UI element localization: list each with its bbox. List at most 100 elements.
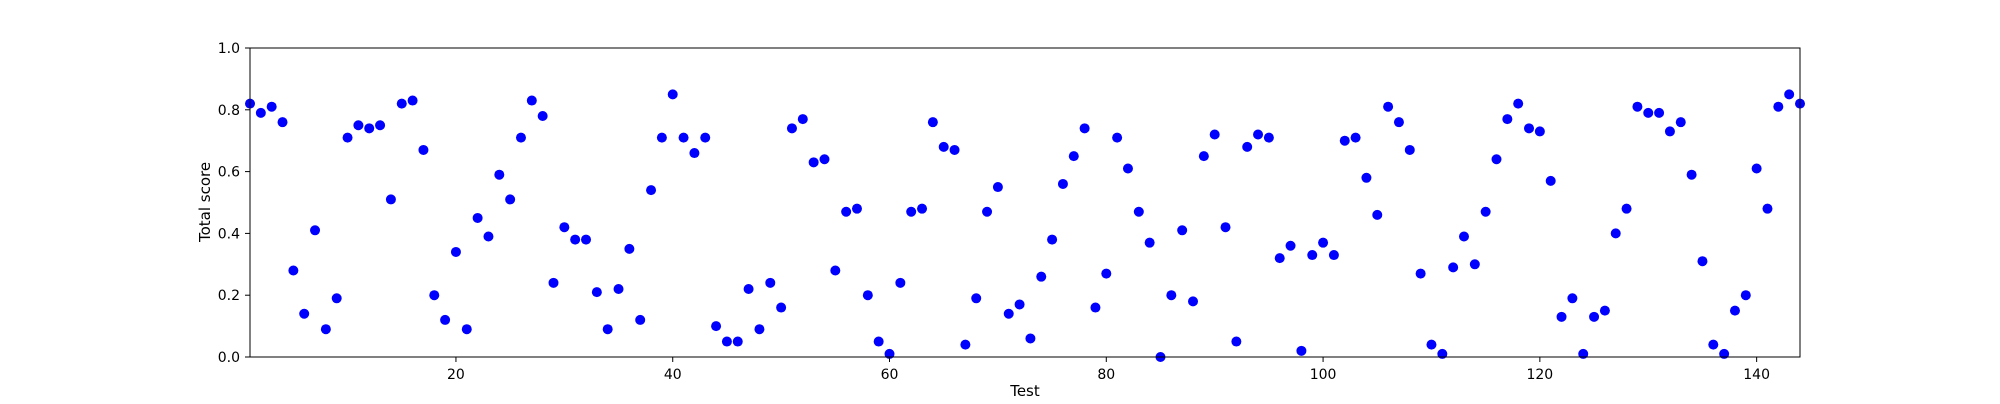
data-point <box>1664 126 1675 137</box>
data-point <box>1740 290 1751 301</box>
data-point <box>765 277 776 288</box>
data-point <box>1079 123 1090 134</box>
data-point <box>1177 225 1188 236</box>
data-point <box>624 243 635 254</box>
data-point <box>1491 154 1502 165</box>
data-point <box>1556 311 1567 322</box>
data-point <box>1448 262 1459 273</box>
data-point <box>1784 89 1795 100</box>
data-point <box>743 284 754 295</box>
data-point <box>992 182 1003 193</box>
data-point <box>1274 253 1285 264</box>
data-point <box>320 324 331 335</box>
data-point <box>450 246 461 257</box>
data-point <box>754 324 765 335</box>
data-point <box>1263 132 1274 143</box>
data-point <box>1328 250 1339 261</box>
data-point <box>1599 305 1610 316</box>
data-point <box>1057 178 1068 189</box>
data-point <box>483 231 494 242</box>
points-layer <box>245 89 1805 362</box>
data-point <box>559 222 570 233</box>
y-tick-label: 0.4 <box>218 226 240 242</box>
y-axis-ticks: 0.0 0.2 0.4 0.6 0.8 1.0 <box>218 41 250 366</box>
data-point <box>862 290 873 301</box>
x-tick-label: 40 <box>664 367 682 383</box>
data-point <box>1729 305 1740 316</box>
data-point <box>667 89 678 100</box>
data-point <box>786 123 797 134</box>
x-tick-label: 100 <box>1310 367 1337 383</box>
data-point <box>1231 336 1242 347</box>
data-point <box>1469 259 1480 270</box>
data-point <box>1654 107 1665 118</box>
data-point <box>732 336 743 347</box>
data-point <box>331 293 342 304</box>
data-point <box>927 117 938 128</box>
y-tick-label: 0.8 <box>218 103 240 119</box>
data-point <box>1513 98 1524 109</box>
data-point <box>1621 203 1632 214</box>
data-point <box>418 144 429 155</box>
data-point <box>1383 101 1394 112</box>
data-point <box>1090 302 1101 313</box>
data-point <box>960 339 971 350</box>
plot-area <box>250 48 1800 357</box>
data-point <box>906 206 917 217</box>
data-point <box>1719 348 1730 359</box>
data-point <box>1296 345 1307 356</box>
data-point <box>1610 228 1621 239</box>
data-point <box>255 107 266 118</box>
plot-frame <box>249 47 1801 358</box>
data-point <box>1524 123 1535 134</box>
x-axis-ticks: 20 40 60 80 100 120 140 <box>447 357 1770 383</box>
data-point <box>938 141 949 152</box>
data-point <box>1426 339 1437 350</box>
data-point <box>342 132 353 143</box>
x-tick-label: 140 <box>1743 367 1770 383</box>
data-point <box>1198 151 1209 162</box>
data-point <box>277 117 288 128</box>
y-tick-label: 0.2 <box>218 288 240 304</box>
data-point <box>407 95 418 106</box>
data-point <box>721 336 732 347</box>
data-point <box>971 293 982 304</box>
data-point <box>851 203 862 214</box>
data-point <box>1480 206 1491 217</box>
data-point <box>1101 268 1112 279</box>
data-point <box>1166 290 1177 301</box>
data-point <box>1372 209 1383 220</box>
y-tick-label: 1.0 <box>218 41 240 57</box>
data-point <box>1643 107 1654 118</box>
data-point <box>1112 132 1123 143</box>
data-point <box>982 206 993 217</box>
data-point <box>949 144 960 155</box>
data-point <box>656 132 667 143</box>
data-point <box>1307 250 1318 261</box>
data-point <box>602 324 613 335</box>
data-point <box>1122 163 1133 174</box>
data-point <box>288 265 299 276</box>
data-point <box>895 277 906 288</box>
data-point <box>711 321 722 332</box>
data-point <box>1318 237 1329 248</box>
data-point <box>1350 132 1361 143</box>
data-point <box>396 98 407 109</box>
data-point <box>1773 101 1784 112</box>
data-point <box>646 185 657 196</box>
data-point <box>581 234 592 245</box>
data-point <box>1253 129 1264 140</box>
y-tick-label: 0.0 <box>218 350 240 366</box>
data-point <box>1762 203 1773 214</box>
data-point <box>1339 135 1350 146</box>
data-point <box>1578 348 1589 359</box>
data-point <box>429 290 440 301</box>
data-point <box>505 194 516 205</box>
data-point <box>635 314 646 325</box>
data-point <box>1632 101 1643 112</box>
x-tick-label: 20 <box>447 367 465 383</box>
data-point <box>1502 114 1513 125</box>
data-point <box>1393 117 1404 128</box>
data-point <box>1144 237 1155 248</box>
